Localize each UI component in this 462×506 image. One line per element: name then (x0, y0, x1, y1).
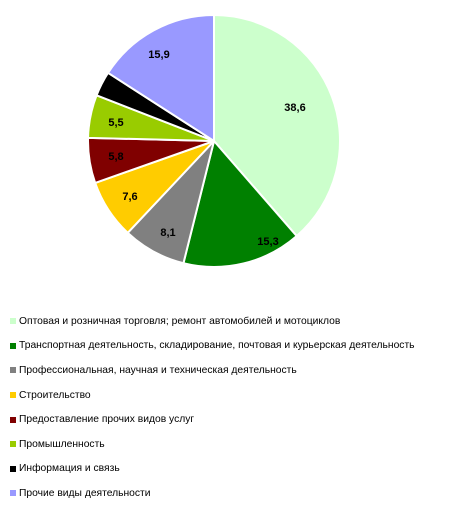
legend-label: Профессиональная, научная и техническая … (19, 364, 297, 376)
data-label-7: 3,2 (114, 87, 129, 99)
pie-slice-8 (107, 14, 215, 142)
data-label-8: 15,9 (148, 49, 169, 61)
data-label-6: 5,5 (108, 117, 123, 129)
legend-item-1: Оптовая и розничная торговля; ремонт авт… (10, 309, 460, 334)
legend-item-4: Строительство (10, 383, 460, 408)
legend-item-5: Предоставление прочих видов услуг (10, 407, 460, 432)
data-label-4: 7,6 (122, 191, 137, 203)
pie-slice-1 (213, 14, 341, 238)
data-label-2: 15,3 (257, 236, 278, 248)
legend-label: Предоставление прочих видов услуг (19, 414, 195, 426)
legend-swatch (10, 367, 16, 374)
legend-swatch (10, 490, 16, 497)
legend-item-6: Промышленность (10, 432, 460, 457)
pie-chart: 38,6 15,3 8,1 7,6 5,8 5,5 3,2 15,9 (87, 14, 341, 268)
chart-legend: Оптовая и розничная торговля; ремонт авт… (10, 309, 460, 506)
data-label-1: 38,6 (284, 102, 305, 114)
legend-swatch (10, 465, 16, 472)
data-label-5: 5,8 (108, 151, 123, 163)
legend-label: Прочие виды деятельности (19, 487, 151, 499)
legend-item-7: Информация и связь (10, 457, 460, 482)
legend-swatch (10, 342, 16, 349)
pie-slice-2 (182, 140, 298, 268)
legend-label: Транспортная деятельность, складирование… (19, 340, 415, 352)
legend-label: Промышленность (19, 438, 105, 450)
data-label-3: 8,1 (160, 227, 175, 239)
legend-label: Информация и связь (19, 463, 120, 475)
legend-swatch (10, 441, 16, 448)
legend-label: Строительство (19, 389, 91, 401)
legend-swatch (10, 318, 16, 325)
legend-swatch (10, 392, 16, 399)
legend-item-3: Профессиональная, научная и техническая … (10, 358, 460, 383)
legend-label: Оптовая и розничная торговля; ремонт авт… (19, 315, 341, 327)
legend-item-2: Транспортная деятельность, складирование… (10, 334, 460, 359)
legend-swatch (10, 416, 16, 423)
legend-item-8: Прочие виды деятельности (10, 481, 460, 506)
